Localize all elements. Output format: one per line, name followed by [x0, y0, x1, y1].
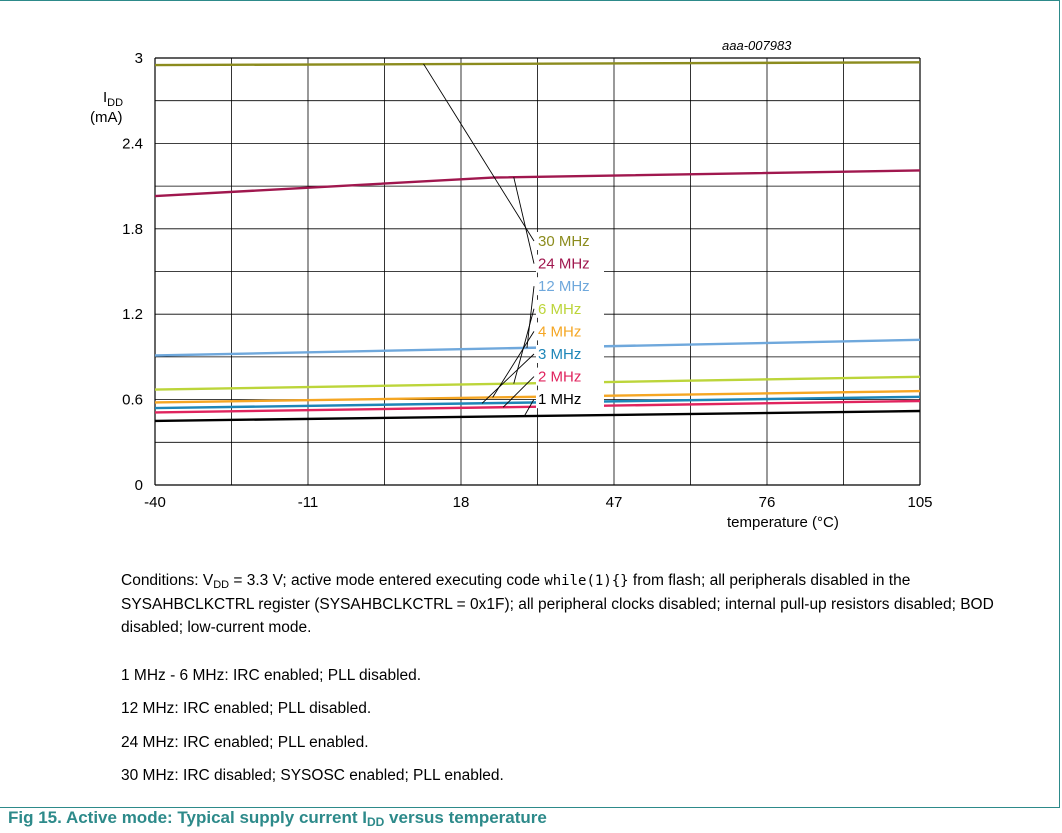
series-line	[154, 409, 921, 423]
series-line	[154, 169, 921, 198]
y-axis-unit: (mA)	[90, 109, 123, 126]
note-1-6mhz: 1 MHz - 6 MHz: IRC enabled; PLL disabled…	[121, 667, 422, 684]
legend-leader-line	[526, 286, 535, 348]
legend: 30 MHz 24 MHz 12 MHz 6 MHz 4 MHz 3 MHz 2 MHz 1 …	[536, 232, 604, 409]
legend-leader-line	[523, 398, 535, 417]
series-line	[154, 61, 921, 67]
legend-label-bg	[536, 390, 604, 409]
legend-label: 12 MHz	[538, 278, 590, 295]
legend-leader-line	[423, 63, 535, 242]
legend-label: 1 MHz	[538, 391, 581, 408]
legend-label-bg	[536, 367, 604, 386]
legend-label-bg	[536, 345, 604, 363]
x-tick-label: 105	[907, 494, 932, 511]
legend-leader-lines	[423, 63, 535, 417]
x-tick-label: 18	[453, 494, 470, 511]
legend-label-bg	[536, 277, 604, 296]
legend-label-bg	[536, 322, 604, 341]
legend-label: 24 MHz	[538, 256, 590, 273]
y-axis-label: IDD	[103, 89, 123, 109]
legend-label-bg	[536, 254, 604, 273]
y-tick-label: 2.4	[122, 135, 143, 152]
legend-label: 30 MHz	[538, 233, 590, 250]
conditions-text: Conditions: VDD = 3.3 V; active mode ent…	[121, 572, 994, 636]
legend-leader-line	[502, 376, 535, 408]
x-tick-label: 47	[606, 494, 623, 511]
legend-leader-line	[513, 308, 535, 384]
legend-label-bg	[536, 299, 604, 318]
supply-current-chart: 30 MHz 24 MHz 12 MHz 6 MHz 4 MHz 3 MHz 2 MHz 1 …	[90, 38, 933, 531]
legend-label: 4 MHz	[538, 323, 581, 340]
note-30mhz: 30 MHz: IRC disabled; SYSOSC enabled; PL…	[121, 767, 504, 784]
y-tick-label: 3	[135, 50, 143, 67]
x-tick-label: -40	[144, 494, 166, 511]
legend-label: 2 MHz	[538, 369, 581, 386]
note-24mhz: 24 MHz: IRC enabled; PLL enabled.	[121, 734, 369, 751]
legend-leader-line	[481, 353, 535, 404]
figure-caption: Fig 15. Active mode: Typical supply curr…	[8, 808, 547, 829]
figure-frame	[0, 0, 1060, 808]
figure-id-label: aaa-007983	[722, 38, 792, 53]
legend-label-bg	[536, 232, 604, 250]
y-tick-label: 1.8	[122, 221, 143, 238]
x-tick-label: -11	[298, 494, 319, 511]
x-tick-label: 76	[759, 494, 776, 511]
legend-leader-line	[513, 177, 535, 264]
x-axis-label: temperature (°C)	[727, 514, 839, 531]
legend-label: 6 MHz	[538, 301, 581, 318]
y-tick-label: 0.6	[122, 392, 143, 409]
y-tick-label: 0	[135, 477, 143, 494]
legend-label: 3 MHz	[538, 346, 581, 363]
y-tick-label: 1.2	[122, 306, 143, 323]
tick-labels: -40 -11 18 47 76 105 0 0.6 1.2 1.8 2.4 3	[122, 50, 932, 511]
note-12mhz: 12 MHz: IRC enabled; PLL disabled.	[121, 700, 372, 717]
